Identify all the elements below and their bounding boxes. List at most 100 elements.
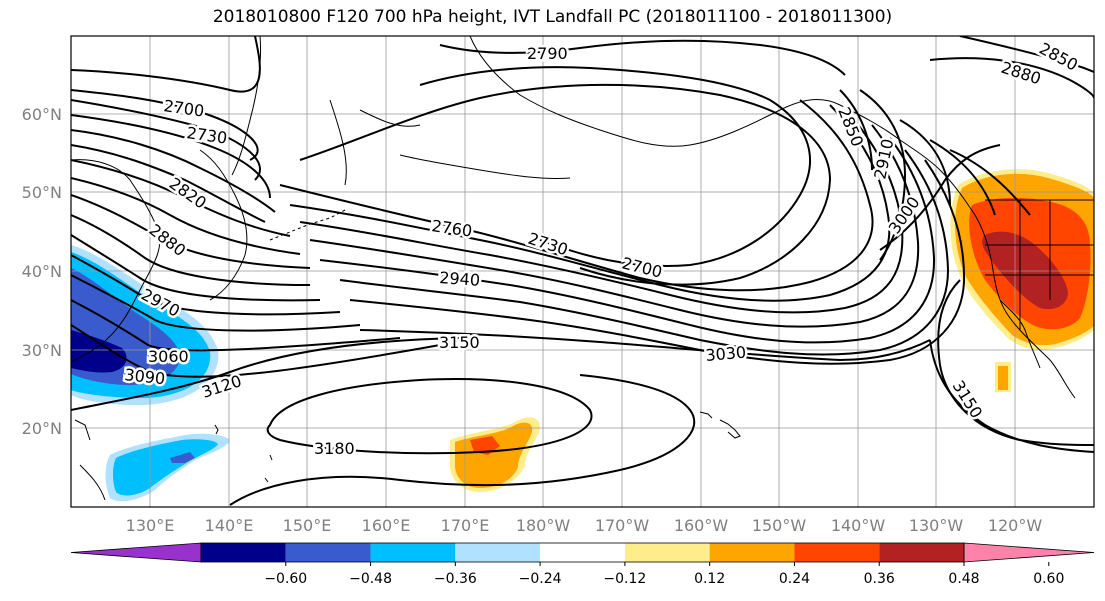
graticule: [71, 36, 1094, 507]
contour-e-5: [949, 149, 1031, 216]
colorbar-outline: [200, 542, 965, 563]
lat-label: 40°N: [22, 262, 62, 281]
contour-2790: [439, 39, 846, 76]
contour-3180: [266, 378, 593, 455]
contour-2730: [289, 104, 891, 302]
lon-label: 130°W: [909, 516, 964, 535]
latitude-labels: 60°N 50°N 40°N 30°N 20°N: [22, 105, 62, 438]
positive-region-wna-max: [982, 231, 1068, 310]
contour-e-1: [929, 339, 1094, 453]
contour-label-3060: 3060: [148, 347, 189, 366]
contour-2700: [299, 114, 904, 314]
contour-2760-north: [71, 36, 261, 93]
colorbar-segment: [794, 543, 880, 562]
contour-label-2940: 2940: [439, 268, 481, 290]
colorbar-segment: [624, 543, 710, 562]
contour-3000: [879, 144, 1001, 251]
contour-e-2: [937, 279, 1094, 446]
colorbar-segment: [285, 543, 371, 562]
contour-label-3090: 3090: [124, 365, 166, 388]
lon-label: 170°E: [441, 516, 490, 535]
contour-e-4: [929, 139, 996, 216]
lon-label: 170°W: [595, 516, 650, 535]
contour-3030: [349, 159, 966, 365]
contour-2730-west: [71, 99, 261, 181]
lon-label: 140°W: [831, 516, 886, 535]
colorbar-extend-low: [70, 542, 202, 563]
colorbar-segment: [540, 543, 625, 562]
colorbar-tick-label: −0.12: [603, 571, 646, 587]
colorbar-segment: [709, 543, 795, 562]
lat-label: 20°N: [22, 419, 62, 438]
contour-2970: [71, 254, 341, 316]
contour-west-d: [71, 177, 301, 255]
contour-label-3180: 3180: [314, 439, 355, 458]
contour-3150-south: [229, 374, 696, 506]
colorbar-tick-label: 0.12: [694, 571, 725, 587]
colorbar-segment: [201, 543, 286, 562]
colorbar-extend-high: [963, 542, 1095, 563]
contour-west-b: [71, 129, 276, 213]
contour-2700-west: [71, 89, 259, 161]
positive-patch-small: [998, 366, 1008, 390]
colorbar-segment: [879, 543, 964, 562]
contour-2760: [279, 99, 874, 292]
colorbar-tick-label: 0.48: [948, 571, 979, 587]
map-frame: [70, 35, 1095, 508]
positive-patch-central: [455, 422, 533, 488]
colorbar-segment: [370, 543, 456, 562]
colorbar: −0.60 −0.48 −0.36 −0.24 −0.12 0.12 0.24 0.36 0.4…: [70, 542, 1095, 587]
contour-west-f: [71, 234, 321, 302]
lon-label: 150°E: [283, 516, 332, 535]
negative-patch-south: [113, 439, 218, 496]
contour-3120: [71, 337, 461, 411]
negative-region-max: [71, 330, 127, 373]
colorbar-tick-label: 0.24: [779, 571, 810, 587]
contour-west-e: [71, 214, 311, 286]
lon-label: 180°W: [516, 516, 571, 535]
lon-label: 130°E: [126, 516, 175, 535]
colorbar-tick-label: 0.60: [1033, 571, 1064, 587]
colorbar-tick-label: −0.60: [264, 571, 307, 587]
colorbar-tick-label: 0.36: [864, 571, 895, 587]
negative-patch-core: [170, 452, 195, 463]
ivt-shading: [71, 169, 1094, 502]
contour-inner-2: [299, 83, 832, 286]
contour-e-3: [899, 119, 951, 206]
longitude-labels: 130°E 140°E 150°E 160°E 170°E 180°W 170°…: [126, 516, 1043, 535]
contour-2850-east: [839, 89, 873, 171]
lat-label: 30°N: [22, 341, 62, 360]
contour-3060: [71, 299, 401, 352]
lon-label: 120°W: [988, 516, 1043, 535]
contour-west-g: [71, 274, 361, 332]
contour-3150: [359, 329, 931, 362]
contour-label-2790: 2790: [527, 44, 568, 63]
contour-west-a: [71, 114, 271, 199]
colorbar-tick-label: −0.48: [349, 571, 392, 587]
lon-label: 160°W: [674, 516, 729, 535]
lon-label: 150°W: [752, 516, 807, 535]
lat-label: 60°N: [22, 105, 62, 124]
contour-2820: [71, 159, 291, 237]
lon-label: 160°E: [362, 516, 411, 535]
colorbar-segment: [455, 543, 541, 562]
contour-label-3150: 3150: [439, 333, 480, 352]
map-panel: [71, 36, 1094, 507]
contour-west-c: [71, 144, 266, 223]
lon-label: 140°E: [205, 516, 254, 535]
height-contours: [71, 36, 1094, 506]
colorbar-tick-label: −0.36: [434, 571, 477, 587]
contour-inner-1: [419, 66, 811, 267]
lat-label: 50°N: [22, 183, 62, 202]
contour-2880: [71, 194, 311, 269]
contour-label-3030: 3030: [705, 343, 747, 365]
map-title: 2018010800 F120 700 hPa height, IVT Land…: [212, 7, 893, 27]
contour-ne-1: [929, 57, 1094, 99]
colorbar-tick-label: −0.24: [519, 571, 562, 587]
contour-ne-2: [959, 36, 1094, 73]
contour-3090: [71, 324, 441, 378]
contour-c-1: [309, 124, 920, 328]
contour-c-2: [339, 149, 950, 356]
contour-2910: [859, 89, 907, 261]
